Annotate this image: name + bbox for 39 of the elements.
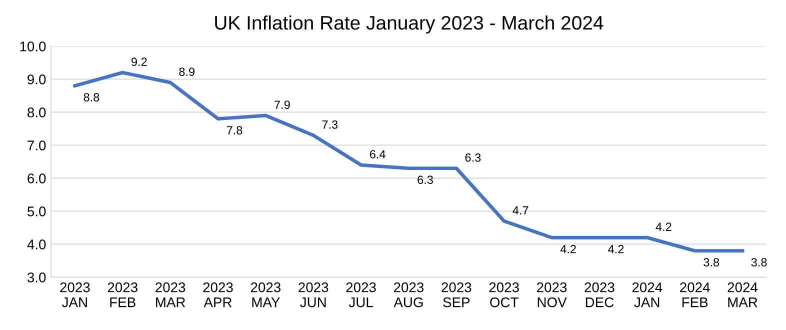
x-tick-label: 2024 FEB: [680, 282, 710, 308]
data-label: 6.3: [465, 153, 481, 162]
y-tick-label: 4.0: [27, 240, 46, 250]
x-tick-label: 2023 SEP: [442, 282, 472, 308]
x-tick-label: 2023 APR: [203, 282, 233, 308]
x-tick-label: 2023 OCT: [489, 282, 519, 308]
y-tick-label: 6.0: [28, 174, 46, 184]
x-tick-label: 2023 JUL: [346, 282, 376, 308]
data-label: 8.9: [179, 68, 194, 76]
data-label: 7.8: [226, 126, 242, 134]
data-label: 3.8: [751, 258, 767, 266]
x-tick-label: 2023 JAN: [60, 282, 90, 308]
data-label: 7.3: [322, 120, 338, 129]
data-label: 4.2: [560, 244, 576, 254]
data-label: 3.8: [704, 258, 720, 266]
y-tick-label: 5.0: [27, 206, 46, 216]
data-label: 4.2: [608, 244, 624, 254]
y-tick-label: 9.0: [28, 74, 46, 84]
x-tick-label: 2024 MAR: [728, 282, 758, 308]
y-tick-label: 7.0: [28, 140, 46, 150]
x-tick-label: 2023 DEC: [584, 282, 614, 308]
data-label: 6.4: [370, 150, 386, 158]
x-tick-label: 2024 JAN: [632, 282, 662, 308]
y-tick-label: 10.0: [20, 42, 46, 52]
x-tick-label: 2023 AUG: [394, 282, 424, 308]
data-label: 7.9: [274, 100, 290, 109]
y-tick-label: 8.0: [28, 108, 46, 118]
x-tick-label: 2023 MAY: [250, 282, 281, 308]
data-label: 4.2: [656, 222, 672, 231]
data-label: 8.8: [84, 93, 100, 102]
y-tick-label: 3.0: [27, 272, 46, 282]
chart-title: UK Inflation Rate January 2023 - March 2024: [215, 15, 604, 34]
data-label: 4.7: [512, 206, 528, 214]
data-label: 9.2: [132, 58, 147, 66]
data-label: 6.3: [418, 176, 433, 184]
x-tick-label: 2023 FEB: [108, 282, 138, 308]
x-tick-label: 2023 JUN: [298, 282, 328, 308]
x-tick-label: 2023 MAR: [156, 282, 186, 308]
x-tick-label: 2023 NOV: [537, 282, 567, 308]
